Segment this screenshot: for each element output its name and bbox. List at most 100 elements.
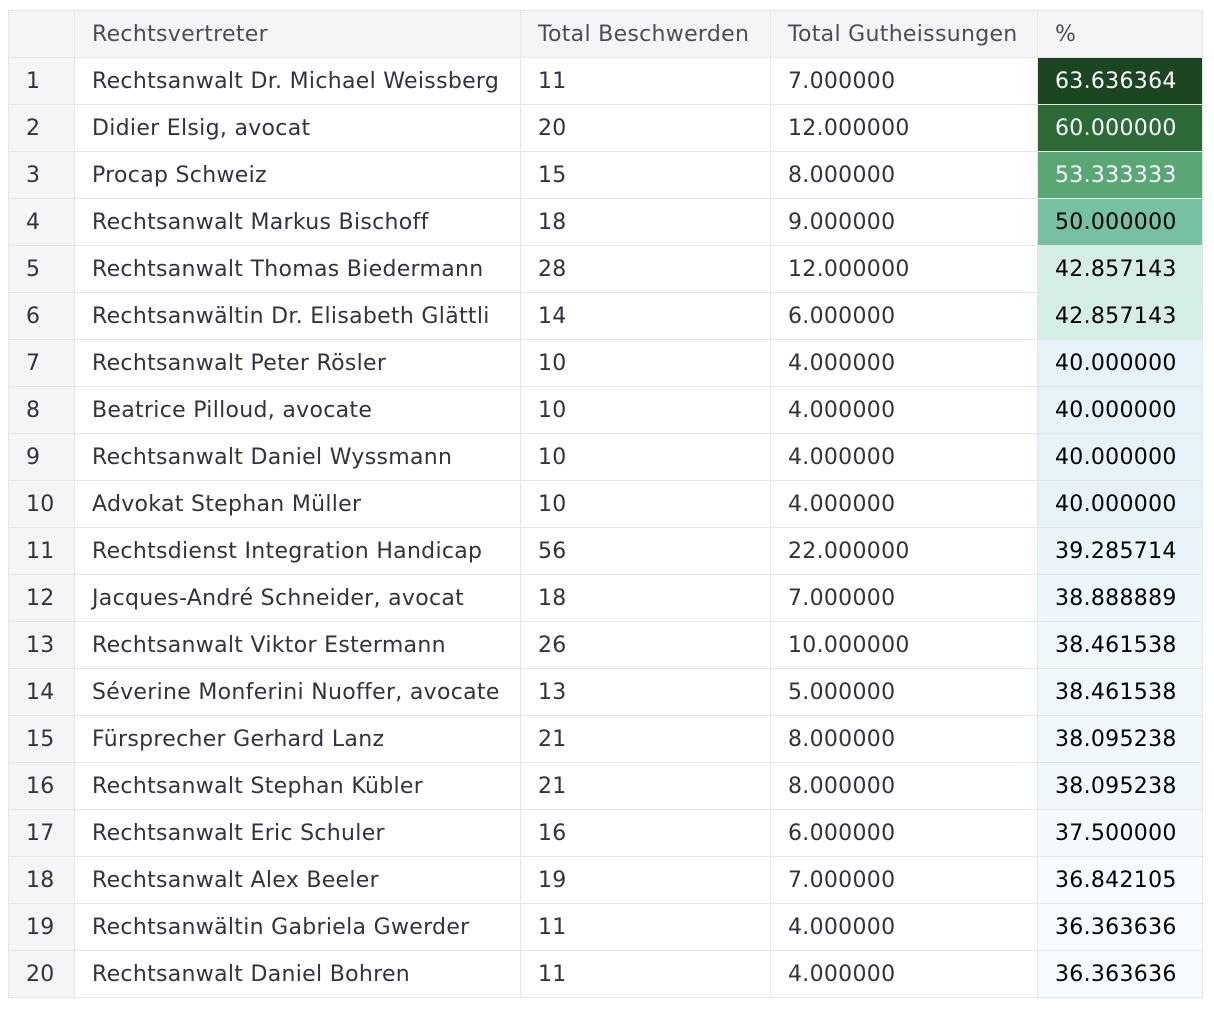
cell-total-beschwerden[interactable]: 11 (520, 57, 771, 105)
cell-percent[interactable]: 39.285714 (1037, 527, 1203, 575)
cell-percent[interactable]: 38.888889 (1037, 574, 1203, 622)
cell-percent[interactable]: 60.000000 (1037, 104, 1203, 152)
row-index[interactable]: 11 (8, 527, 75, 575)
cell-total-beschwerden[interactable]: 28 (520, 245, 771, 293)
cell-total-gutheissungen[interactable]: 7.000000 (770, 856, 1038, 904)
cell-total-beschwerden[interactable]: 15 (520, 151, 771, 199)
cell-total-beschwerden[interactable]: 16 (520, 809, 771, 857)
cell-total-gutheissungen[interactable]: 12.000000 (770, 104, 1038, 152)
cell-total-beschwerden[interactable]: 11 (520, 903, 771, 951)
cell-percent[interactable]: 38.095238 (1037, 762, 1203, 810)
index-header[interactable] (8, 10, 75, 58)
cell-percent[interactable]: 40.000000 (1037, 339, 1203, 387)
cell-total-gutheissungen[interactable]: 4.000000 (770, 903, 1038, 951)
cell-rechtsvertreter[interactable]: Rechtsanwältin Gabriela Gwerder (74, 903, 521, 951)
row-index[interactable]: 19 (8, 903, 75, 951)
cell-rechtsvertreter[interactable]: Fürsprecher Gerhard Lanz (74, 715, 521, 763)
cell-total-gutheissungen[interactable]: 4.000000 (770, 433, 1038, 481)
cell-rechtsvertreter[interactable]: Jacques-André Schneider, avocat (74, 574, 521, 622)
cell-total-gutheissungen[interactable]: 4.000000 (770, 339, 1038, 387)
cell-total-gutheissungen[interactable]: 4.000000 (770, 386, 1038, 434)
cell-total-gutheissungen[interactable]: 12.000000 (770, 245, 1038, 293)
cell-rechtsvertreter[interactable]: Rechtsanwalt Dr. Michael Weissberg (74, 57, 521, 105)
cell-percent[interactable]: 36.842105 (1037, 856, 1203, 904)
cell-total-beschwerden[interactable]: 18 (520, 574, 771, 622)
cell-rechtsvertreter[interactable]: Rechtsanwalt Eric Schuler (74, 809, 521, 857)
cell-total-beschwerden[interactable]: 11 (520, 950, 771, 998)
header-percent[interactable]: % (1037, 10, 1203, 58)
row-index[interactable]: 20 (8, 950, 75, 998)
cell-total-beschwerden[interactable]: 20 (520, 104, 771, 152)
row-index[interactable]: 7 (8, 339, 75, 387)
row-index[interactable]: 6 (8, 292, 75, 340)
row-index[interactable]: 17 (8, 809, 75, 857)
cell-rechtsvertreter[interactable]: Advokat Stephan Müller (74, 480, 521, 528)
cell-total-gutheissungen[interactable]: 7.000000 (770, 574, 1038, 622)
cell-total-beschwerden[interactable]: 56 (520, 527, 771, 575)
row-index[interactable]: 1 (8, 57, 75, 105)
cell-total-beschwerden[interactable]: 10 (520, 339, 771, 387)
row-index[interactable]: 9 (8, 433, 75, 481)
cell-total-beschwerden[interactable]: 21 (520, 762, 771, 810)
cell-total-gutheissungen[interactable]: 4.000000 (770, 950, 1038, 998)
cell-total-gutheissungen[interactable]: 4.000000 (770, 480, 1038, 528)
row-index[interactable]: 14 (8, 668, 75, 716)
cell-rechtsvertreter[interactable]: Rechtsanwalt Alex Beeler (74, 856, 521, 904)
cell-percent[interactable]: 63.636364 (1037, 57, 1203, 105)
row-index[interactable]: 18 (8, 856, 75, 904)
cell-percent[interactable]: 36.363636 (1037, 903, 1203, 951)
cell-total-gutheissungen[interactable]: 9.000000 (770, 198, 1038, 246)
header-rechtsvertreter[interactable]: Rechtsvertreter (74, 10, 521, 58)
cell-percent[interactable]: 40.000000 (1037, 480, 1203, 528)
cell-rechtsvertreter[interactable]: Procap Schweiz (74, 151, 521, 199)
cell-total-beschwerden[interactable]: 18 (520, 198, 771, 246)
cell-rechtsvertreter[interactable]: Rechtsdienst Integration Handicap (74, 527, 521, 575)
cell-total-beschwerden[interactable]: 10 (520, 480, 771, 528)
cell-percent[interactable]: 38.461538 (1037, 621, 1203, 669)
row-index[interactable]: 16 (8, 762, 75, 810)
cell-rechtsvertreter[interactable]: Rechtsanwalt Thomas Biedermann (74, 245, 521, 293)
row-index[interactable]: 5 (8, 245, 75, 293)
cell-percent[interactable]: 42.857143 (1037, 245, 1203, 293)
cell-total-beschwerden[interactable]: 21 (520, 715, 771, 763)
header-total-gutheissungen[interactable]: Total Gutheissungen (770, 10, 1038, 58)
row-index[interactable]: 2 (8, 104, 75, 152)
cell-percent[interactable]: 36.363636 (1037, 950, 1203, 998)
row-index[interactable]: 15 (8, 715, 75, 763)
cell-percent[interactable]: 42.857143 (1037, 292, 1203, 340)
cell-percent[interactable]: 40.000000 (1037, 433, 1203, 481)
cell-total-beschwerden[interactable]: 26 (520, 621, 771, 669)
cell-percent[interactable]: 40.000000 (1037, 386, 1203, 434)
cell-percent[interactable]: 38.095238 (1037, 715, 1203, 763)
cell-rechtsvertreter[interactable]: Didier Elsig, avocat (74, 104, 521, 152)
cell-percent[interactable]: 37.500000 (1037, 809, 1203, 857)
header-total-beschwerden[interactable]: Total Beschwerden (520, 10, 771, 58)
cell-total-gutheissungen[interactable]: 6.000000 (770, 809, 1038, 857)
cell-total-gutheissungen[interactable]: 8.000000 (770, 715, 1038, 763)
cell-rechtsvertreter[interactable]: Rechtsanwalt Viktor Estermann (74, 621, 521, 669)
cell-rechtsvertreter[interactable]: Séverine Monferini Nuoffer, avocate (74, 668, 521, 716)
row-index[interactable]: 13 (8, 621, 75, 669)
cell-total-beschwerden[interactable]: 10 (520, 386, 771, 434)
row-index[interactable]: 10 (8, 480, 75, 528)
row-index[interactable]: 4 (8, 198, 75, 246)
cell-rechtsvertreter[interactable]: Rechtsanwalt Daniel Wyssmann (74, 433, 521, 481)
row-index[interactable]: 3 (8, 151, 75, 199)
cell-total-gutheissungen[interactable]: 5.000000 (770, 668, 1038, 716)
cell-total-gutheissungen[interactable]: 7.000000 (770, 57, 1038, 105)
cell-total-gutheissungen[interactable]: 8.000000 (770, 151, 1038, 199)
cell-rechtsvertreter[interactable]: Rechtsanwalt Peter Rösler (74, 339, 521, 387)
cell-total-gutheissungen[interactable]: 22.000000 (770, 527, 1038, 575)
cell-rechtsvertreter[interactable]: Beatrice Pilloud, avocate (74, 386, 521, 434)
cell-percent[interactable]: 53.333333 (1037, 151, 1203, 199)
cell-total-beschwerden[interactable]: 14 (520, 292, 771, 340)
cell-percent[interactable]: 38.461538 (1037, 668, 1203, 716)
cell-rechtsvertreter[interactable]: Rechtsanwalt Markus Bischoff (74, 198, 521, 246)
cell-total-beschwerden[interactable]: 13 (520, 668, 771, 716)
cell-total-gutheissungen[interactable]: 6.000000 (770, 292, 1038, 340)
cell-rechtsvertreter[interactable]: Rechtsanwalt Daniel Bohren (74, 950, 521, 998)
cell-total-gutheissungen[interactable]: 8.000000 (770, 762, 1038, 810)
cell-total-gutheissungen[interactable]: 10.000000 (770, 621, 1038, 669)
cell-rechtsvertreter[interactable]: Rechtsanwalt Stephan Kübler (74, 762, 521, 810)
row-index[interactable]: 12 (8, 574, 75, 622)
